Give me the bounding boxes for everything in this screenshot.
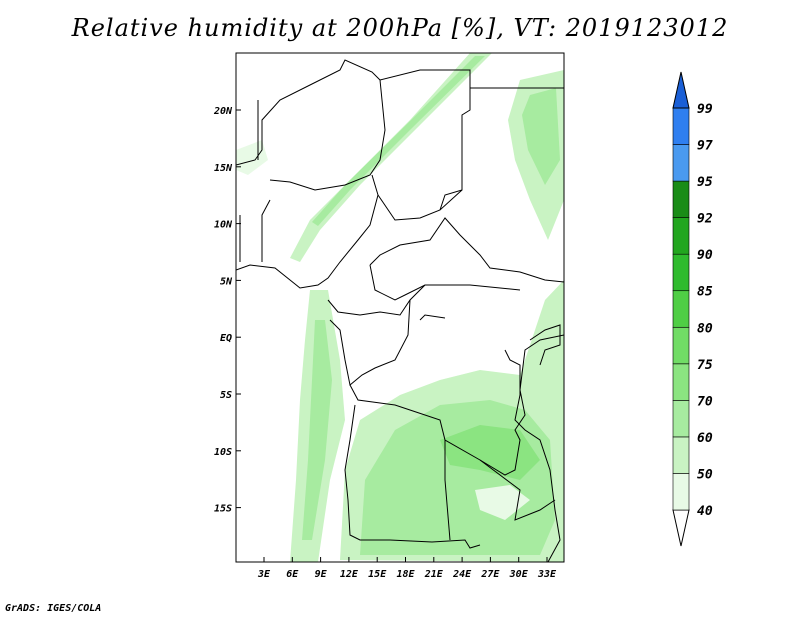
colorbar-upper-arrow [672,71,690,109]
colorbar-segment [672,436,690,474]
colorbar-segment [672,400,690,438]
lat-tick-label: 20N [213,106,233,117]
lat-tick-label: 10S [214,447,232,458]
lon-tick-label: 27E [480,569,500,580]
colorbar-label: 40 [697,504,713,519]
humidity-plume-west-core [302,320,332,540]
colorbar-label: 85 [697,285,713,300]
colorbar-segment [672,144,690,182]
lon-tick-label: 12E [340,569,359,580]
lat-tick-label: 15N [214,163,233,174]
lat-axis: 20N 15N 10N 5N EQ 5S 10S 15S [213,106,241,515]
chart-title: Relative humidity at 200hPa [%], VT: 201… [71,14,729,42]
lon-tick-label: 33E [537,569,557,580]
lon-tick-label: 24E [452,569,472,580]
credit-text: GrADS: IGES/COLA [5,603,102,614]
colorbar-label: 70 [697,394,713,409]
colorbar-label: 75 [697,358,713,373]
lon-tick-label: 6E [286,569,299,580]
colorbar-label: 90 [697,248,713,263]
humidity-field [236,53,564,562]
colorbar-label: 97 [697,139,713,154]
colorbar-segment [672,180,690,218]
colorbar: 40 50 60 70 75 80 85 90 92 95 97 99 [672,71,713,547]
lon-tick-label: 3E [257,569,271,580]
colorbar-label: 80 [697,321,713,336]
lat-tick-label: 5N [220,276,233,287]
colorbar-lower-arrow [672,509,690,547]
colorbar-segment [672,107,690,145]
lat-tick-label: 15S [214,504,232,515]
lon-tick-label: 30E [509,569,529,580]
colorbar-label: 95 [697,175,713,190]
humidity-region-south-inner [440,425,540,480]
map-frame [235,52,565,563]
colorbar-segment [672,363,690,401]
colorbar-segment [672,253,690,292]
humidity-band-north [290,53,492,262]
colorbar-segment [672,217,690,255]
colorbar-label: 50 [697,467,713,482]
lon-axis: 3E 6E 9E 12E 15E 18E 21E 24E 27E 30E 33E [257,557,557,580]
country-borders [236,59,564,562]
colorbar-segment [672,326,690,365]
colorbar-label: 92 [697,212,713,227]
colorbar-label: 99 [697,102,713,117]
humidity-patch-west [236,140,268,175]
humidity-patch-northeast-core [522,88,560,185]
humidity-band-north-core [312,56,485,226]
colorbar-label: 60 [697,431,713,446]
colorbar-segment [672,290,690,328]
lon-tick-label: 15E [368,569,387,580]
colorbar-segment [672,473,690,511]
lon-tick-label: 18E [396,569,415,580]
lon-tick-label: 21E [424,569,444,580]
lat-tick-label: EQ [220,333,232,344]
lat-tick-label: 5S [220,390,232,401]
lat-tick-label: 10N [214,220,233,231]
lon-tick-label: 9E [315,569,328,580]
